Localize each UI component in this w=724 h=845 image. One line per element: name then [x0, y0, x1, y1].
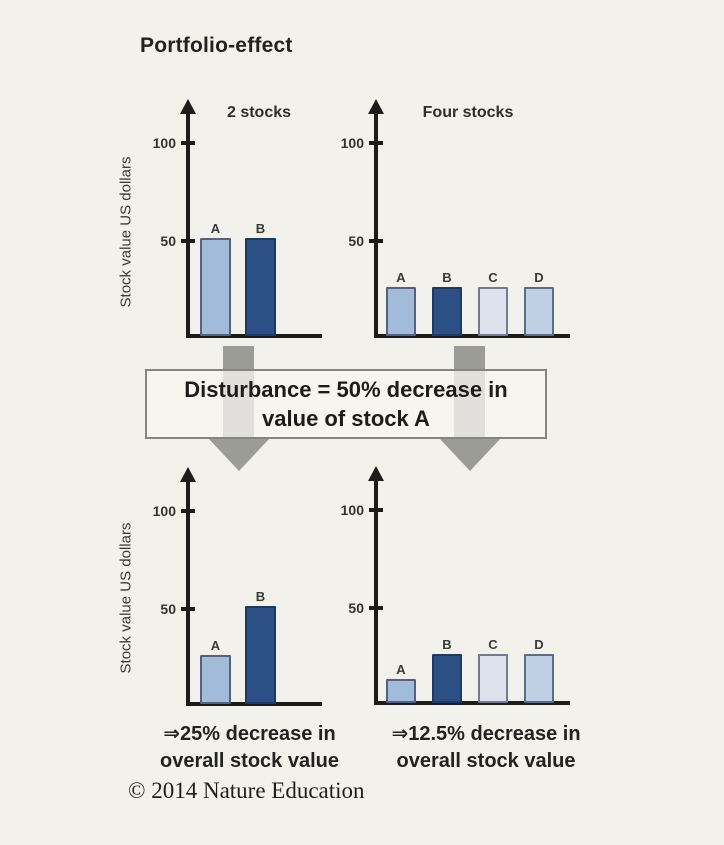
- chart-title: Four stocks: [422, 104, 514, 121]
- chart-title: 2 stocks: [226, 104, 292, 121]
- y-tick: [369, 238, 383, 243]
- y-axis: [186, 478, 190, 706]
- bar-A: [386, 679, 416, 703]
- y-tick: [181, 509, 195, 513]
- y-axis-arrowhead: [368, 466, 384, 481]
- bar-C: [478, 287, 508, 336]
- bar-label-D: D: [534, 637, 544, 652]
- bar-B: [245, 238, 276, 336]
- bar-D: [524, 287, 554, 336]
- y-tick-label: 50: [160, 600, 176, 617]
- y-tick: [181, 141, 195, 145]
- bar-label-A: A: [210, 638, 221, 653]
- copyright: © 2014 Nature Education: [128, 778, 365, 803]
- arrow-head: [208, 438, 270, 471]
- disturbance-box: Disturbance = 50% decrease in value of s…: [145, 369, 547, 439]
- y-tick: [369, 508, 383, 512]
- y-axis-arrowhead: [180, 467, 196, 482]
- arrow-head: [439, 438, 501, 471]
- chart-four-stocks-before: Four stocks 50 100 A B C D: [341, 99, 570, 338]
- y-tick-label: 100: [340, 135, 364, 151]
- y-tick-label: 50: [160, 232, 176, 249]
- y-axis: [374, 110, 378, 338]
- bar-label-A: A: [396, 662, 406, 677]
- chart-two-stocks-before: 2 stocks 50 100 A B: [153, 99, 322, 338]
- y-tick: [369, 141, 383, 145]
- y-axis-arrowhead: [180, 99, 196, 114]
- bar-label-A: A: [396, 270, 406, 285]
- disturbance-text-line1: Disturbance = 50% decrease in: [184, 377, 508, 402]
- annotation-left-line1: ⇒25% decrease in: [163, 723, 336, 745]
- annotation-right: ⇒12.5% decrease in overall stock value: [372, 721, 600, 775]
- y-tick-label: 100: [152, 135, 176, 151]
- x-axis: [186, 334, 322, 338]
- bar-label-C: C: [488, 637, 498, 652]
- y-tick: [181, 606, 195, 611]
- bar-label-C: C: [488, 270, 498, 285]
- x-axis: [374, 334, 570, 338]
- x-axis: [186, 702, 322, 706]
- bar-B: [432, 287, 462, 336]
- bar-B: [432, 654, 462, 703]
- bar-label-B: B: [442, 637, 452, 652]
- y-tick-label: 100: [340, 502, 364, 518]
- annotation-right-line2: overall stock value: [396, 750, 576, 772]
- annotation-right-line1: ⇒12.5% decrease in: [391, 723, 581, 745]
- chart-four-stocks-after: 50 100 A B C D: [341, 466, 570, 705]
- bar-label-B: B: [255, 221, 266, 236]
- bar-D: [524, 654, 554, 703]
- bar-C: [478, 654, 508, 703]
- figure-title: Portfolio-effect: [140, 34, 293, 57]
- annotation-left-line2: overall stock value: [160, 750, 339, 772]
- y-tick-label: 50: [348, 232, 364, 249]
- y-axis: [374, 477, 378, 705]
- y-axis: [186, 110, 190, 338]
- disturbance-text-line2: value of stock A: [262, 406, 430, 431]
- bar-B: [245, 606, 276, 704]
- y-tick: [369, 605, 383, 610]
- bar-A: [200, 238, 231, 336]
- y-tick-label: 50: [348, 599, 364, 616]
- y-axis-label-top: Stock value US dollars: [117, 156, 135, 308]
- y-tick-label: 100: [152, 503, 176, 519]
- x-axis: [374, 701, 570, 705]
- bar-label-B: B: [255, 589, 266, 604]
- bar-A: [200, 655, 231, 704]
- y-axis-label-bottom: Stock value US dollars: [117, 522, 135, 674]
- bar-label-D: D: [534, 270, 544, 285]
- y-tick: [181, 238, 195, 243]
- bar-A: [386, 287, 416, 336]
- chart-two-stocks-after: 50 100 A B: [153, 467, 322, 706]
- y-axis-arrowhead: [368, 99, 384, 114]
- bar-label-A: A: [210, 221, 221, 236]
- annotation-left: ⇒25% decrease in overall stock value: [142, 721, 357, 775]
- bar-label-B: B: [442, 270, 452, 285]
